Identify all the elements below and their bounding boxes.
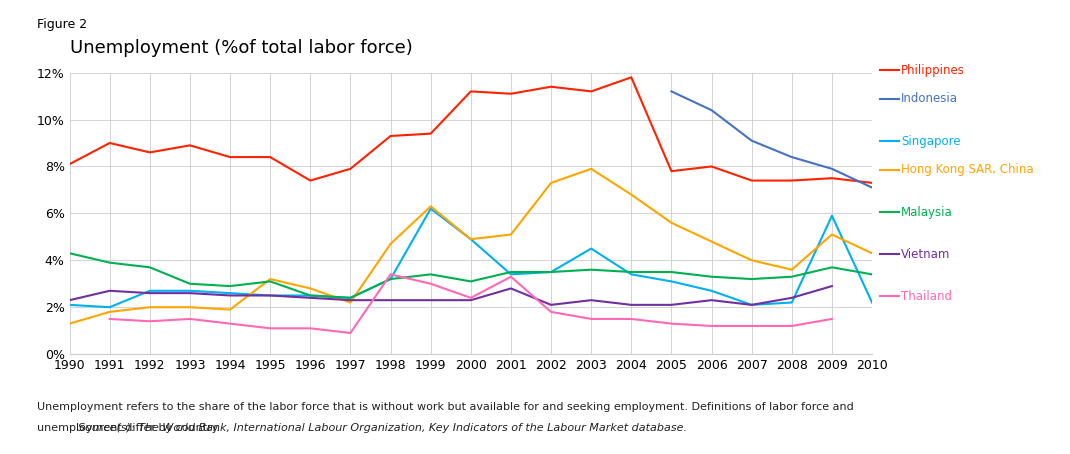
Text: Vietnam: Vietnam [901, 248, 950, 261]
Text: Philippines: Philippines [901, 64, 965, 77]
Text: Unemployment (%of total labor force): Unemployment (%of total labor force) [70, 39, 412, 57]
Text: Unemployment refers to the share of the labor force that is without work but ava: Unemployment refers to the share of the … [37, 402, 854, 412]
Text: unemployment differ by country.: unemployment differ by country. [37, 423, 225, 433]
Text: Thailand: Thailand [901, 290, 952, 303]
Text: Source(s): The World Bank, International Labour Organization, Key Indicators of : Source(s): The World Bank, International… [78, 423, 687, 433]
Text: Malaysia: Malaysia [901, 206, 952, 218]
Text: Singapore: Singapore [901, 135, 961, 148]
Text: Indonesia: Indonesia [901, 93, 958, 105]
Text: Figure 2: Figure 2 [37, 18, 88, 31]
Text: Hong Kong SAR, China: Hong Kong SAR, China [901, 163, 1034, 176]
